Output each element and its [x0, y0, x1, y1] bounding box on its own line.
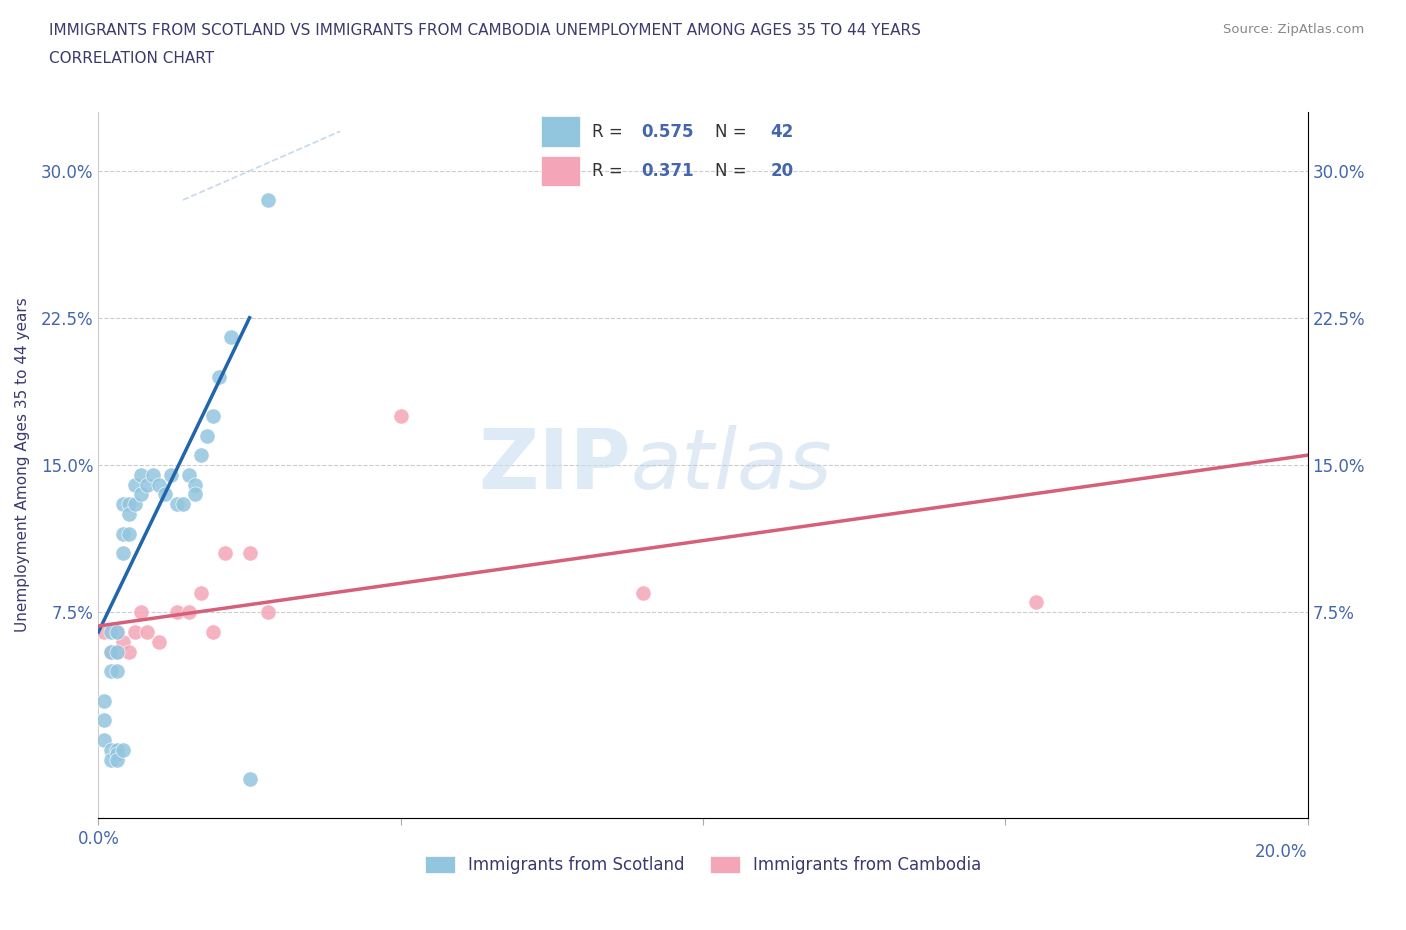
Point: [105, 746, 128, 761]
Point: [105, 624, 128, 639]
Text: IMMIGRANTS FROM SCOTLAND VS IMMIGRANTS FROM CAMBODIA UNEMPLOYMENT AMONG AGES 35 : IMMIGRANTS FROM SCOTLAND VS IMMIGRANTS F…: [49, 23, 921, 38]
Y-axis label: Unemployment Among Ages 35 to 44 years: Unemployment Among Ages 35 to 44 years: [15, 298, 30, 632]
Bar: [541, 155, 579, 186]
Text: Source: ZipAtlas.com: Source: ZipAtlas.com: [1223, 23, 1364, 36]
Point: [100, 644, 122, 659]
Point: [148, 477, 170, 492]
Point: [389, 408, 412, 423]
Point: [111, 526, 134, 541]
Text: 42: 42: [770, 123, 793, 140]
Point: [124, 477, 146, 492]
Point: [111, 546, 134, 561]
Point: [118, 526, 141, 541]
Point: [124, 497, 146, 512]
Point: [93, 712, 115, 727]
Point: [256, 193, 278, 207]
Point: [118, 507, 141, 522]
Point: [202, 624, 225, 639]
Text: 0.575: 0.575: [641, 123, 693, 140]
Legend: Immigrants from Scotland, Immigrants from Cambodia: Immigrants from Scotland, Immigrants fro…: [418, 849, 988, 881]
Point: [129, 468, 152, 483]
Point: [239, 546, 262, 561]
Point: [184, 477, 207, 492]
Point: [166, 497, 188, 512]
Point: [179, 604, 201, 619]
Point: [202, 408, 225, 423]
Text: 20: 20: [770, 162, 793, 179]
Point: [256, 604, 278, 619]
Point: [214, 546, 236, 561]
Point: [105, 644, 128, 659]
Point: [105, 742, 128, 757]
Point: [153, 487, 176, 502]
Point: [160, 468, 183, 483]
Text: R =: R =: [592, 162, 628, 179]
Point: [105, 752, 128, 767]
Point: [111, 742, 134, 757]
Point: [142, 468, 165, 483]
Text: N =: N =: [716, 162, 752, 179]
Point: [118, 497, 141, 512]
Text: atlas: atlas: [630, 424, 832, 506]
Text: 20.0%: 20.0%: [1256, 844, 1308, 861]
Point: [111, 634, 134, 649]
Text: ZIP: ZIP: [478, 424, 630, 506]
Text: R =: R =: [592, 123, 628, 140]
Point: [100, 664, 122, 679]
Point: [100, 742, 122, 757]
Point: [239, 772, 262, 787]
Point: [195, 428, 218, 443]
Point: [221, 330, 243, 345]
Point: [166, 604, 188, 619]
Point: [118, 644, 141, 659]
Point: [190, 585, 212, 600]
Point: [172, 497, 194, 512]
Point: [105, 624, 128, 639]
Point: [190, 447, 212, 462]
Point: [111, 497, 134, 512]
Point: [184, 487, 207, 502]
Text: 0.371: 0.371: [641, 162, 693, 179]
Point: [148, 634, 170, 649]
Text: N =: N =: [716, 123, 752, 140]
Point: [100, 752, 122, 767]
Bar: [541, 116, 579, 147]
Point: [93, 733, 115, 748]
Point: [105, 644, 128, 659]
Point: [105, 664, 128, 679]
Point: [179, 468, 201, 483]
Point: [129, 604, 152, 619]
Point: [135, 624, 157, 639]
Point: [129, 487, 152, 502]
Point: [100, 624, 122, 639]
Point: [208, 369, 231, 384]
Point: [135, 477, 157, 492]
Point: [124, 624, 146, 639]
Text: CORRELATION CHART: CORRELATION CHART: [49, 51, 214, 66]
Point: [631, 585, 654, 600]
Point: [93, 693, 115, 708]
Point: [93, 624, 115, 639]
Point: [1024, 595, 1046, 610]
Point: [100, 644, 122, 659]
